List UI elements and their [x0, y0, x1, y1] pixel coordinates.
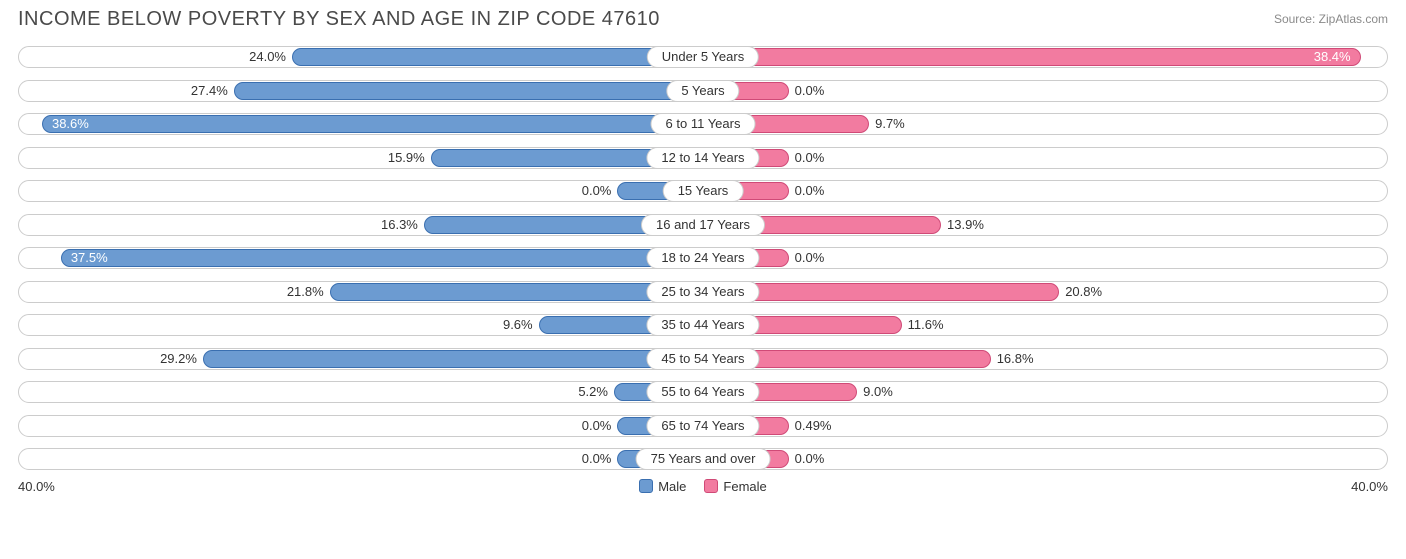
value-label-female: 0.0%	[795, 147, 825, 169]
legend-label-female: Female	[723, 479, 766, 494]
value-label-female: 9.7%	[875, 113, 905, 135]
chart-row: 5 Years 27.4% 0.0%	[18, 77, 1388, 107]
chart-row: 16 and 17 Years 16.3% 13.9%	[18, 211, 1388, 241]
value-label-male: 0.0%	[582, 180, 612, 202]
category-label: 5 Years	[666, 80, 739, 102]
chart-row: 15 Years 0.0% 0.0%	[18, 177, 1388, 207]
axis-right-label: 40.0%	[1351, 479, 1388, 494]
chart-row: 45 to 54 Years 29.2% 16.8%	[18, 345, 1388, 375]
chart-header: INCOME BELOW POVERTY BY SEX AND AGE IN Z…	[18, 8, 1388, 31]
legend-item-female: Female	[704, 479, 766, 494]
chart-row: 35 to 44 Years 9.6% 11.6%	[18, 311, 1388, 341]
value-label-female: 0.0%	[795, 247, 825, 269]
value-label-male: 15.9%	[388, 147, 425, 169]
value-label-female: 9.0%	[863, 381, 893, 403]
value-label-female: 16.8%	[997, 348, 1034, 370]
category-label: 25 to 34 Years	[646, 281, 759, 303]
bar-female	[703, 48, 1361, 66]
bar-male	[61, 249, 703, 267]
value-label-male: 24.0%	[249, 46, 286, 68]
category-label: 75 Years and over	[636, 448, 771, 470]
chart-area: Under 5 Years24.0%38.4%5 Years27.4%0.0%6…	[18, 43, 1388, 475]
chart-row: 18 to 24 Years 37.5% 0.0%	[18, 244, 1388, 274]
chart-source: Source: ZipAtlas.com	[1274, 12, 1388, 26]
bar-male	[292, 48, 703, 66]
chart-row: 65 to 74 Years 0.0% 0.49%	[18, 412, 1388, 442]
value-label-male: 29.2%	[160, 348, 197, 370]
chart-row: 6 to 11 Years 38.6% 9.7%	[18, 110, 1388, 140]
chart-row: Under 5 Years 24.0% 38.4%	[18, 43, 1388, 73]
category-label: 12 to 14 Years	[646, 147, 759, 169]
value-label-female: 0.0%	[795, 80, 825, 102]
value-label-male: 0.0%	[582, 448, 612, 470]
value-label-male: 16.3%	[381, 214, 418, 236]
bar-male	[42, 115, 703, 133]
category-label: Under 5 Years	[647, 46, 759, 68]
category-label: 65 to 74 Years	[646, 415, 759, 437]
value-label-male: 0.0%	[582, 415, 612, 437]
bar-male	[234, 82, 703, 100]
chart-row: 25 to 34 Years 21.8% 20.8%	[18, 278, 1388, 308]
legend-label-male: Male	[658, 479, 686, 494]
category-label: 15 Years	[663, 180, 744, 202]
value-label-female: 0.49%	[795, 415, 832, 437]
chart-row: 55 to 64 Years 5.2% 9.0%	[18, 378, 1388, 408]
legend-swatch-male	[639, 479, 653, 493]
value-label-female: 0.0%	[795, 448, 825, 470]
legend-swatch-female	[704, 479, 718, 493]
value-label-male: 21.8%	[287, 281, 324, 303]
category-label: 45 to 54 Years	[646, 348, 759, 370]
value-label-male: 37.5%	[71, 247, 108, 269]
value-label-female: 38.4%	[1314, 46, 1351, 68]
chart-title: INCOME BELOW POVERTY BY SEX AND AGE IN Z…	[18, 8, 660, 31]
category-label: 6 to 11 Years	[651, 113, 756, 135]
chart-legend: Male Female	[639, 479, 767, 494]
chart-row: 75 Years and over 0.0% 0.0%	[18, 445, 1388, 475]
axis-left-label: 40.0%	[18, 479, 55, 494]
legend-item-male: Male	[639, 479, 686, 494]
category-label: 35 to 44 Years	[646, 314, 759, 336]
value-label-female: 13.9%	[947, 214, 984, 236]
value-label-male: 5.2%	[578, 381, 608, 403]
value-label-female: 0.0%	[795, 180, 825, 202]
value-label-female: 20.8%	[1065, 281, 1102, 303]
category-label: 55 to 64 Years	[646, 381, 759, 403]
category-label: 16 and 17 Years	[641, 214, 765, 236]
value-label-male: 9.6%	[503, 314, 533, 336]
chart-container: INCOME BELOW POVERTY BY SEX AND AGE IN Z…	[0, 0, 1406, 559]
category-label: 18 to 24 Years	[646, 247, 759, 269]
chart-footer: 40.0% Male Female 40.0%	[18, 479, 1388, 494]
value-label-male: 27.4%	[191, 80, 228, 102]
chart-row: 12 to 14 Years 15.9% 0.0%	[18, 144, 1388, 174]
bar-male	[203, 350, 703, 368]
value-label-female: 11.6%	[908, 314, 944, 336]
value-label-male: 38.6%	[52, 113, 89, 135]
